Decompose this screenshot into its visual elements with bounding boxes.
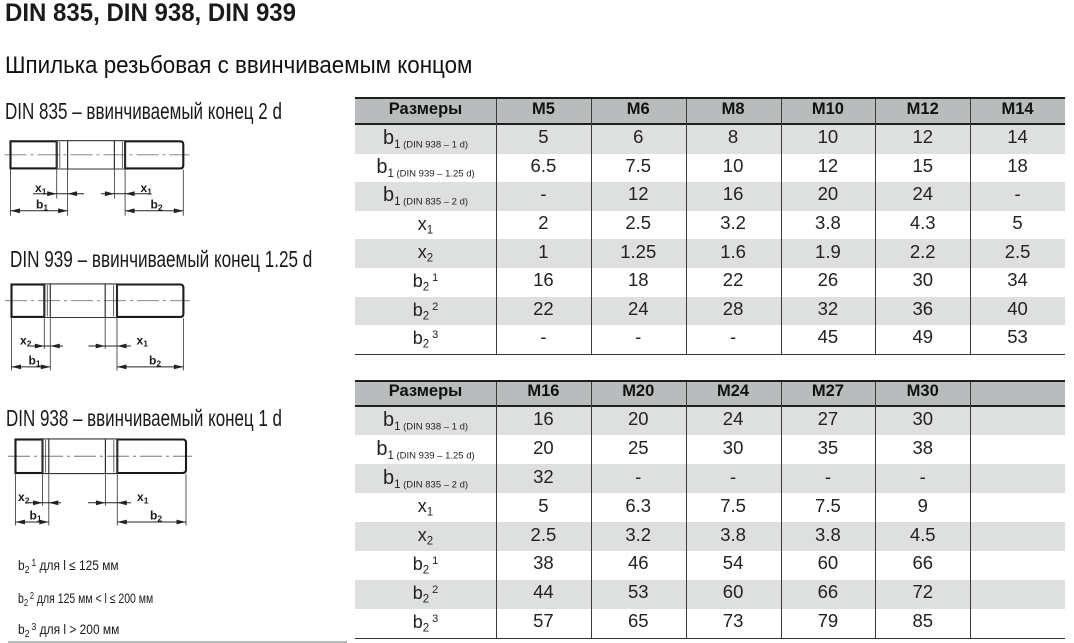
svg-text:b1: b1 <box>36 197 48 212</box>
svg-text:b2: b2 <box>151 197 163 212</box>
svg-text:b1: b1 <box>30 508 42 523</box>
svg-text:x1: x1 <box>137 490 149 505</box>
svg-text:x1: x1 <box>35 181 47 196</box>
svg-text:b1: b1 <box>29 353 41 368</box>
svg-text:b2: b2 <box>150 508 162 523</box>
svg-text:x2: x2 <box>20 333 32 348</box>
svg-text:x1: x1 <box>137 333 149 348</box>
svg-text:x2: x2 <box>18 490 30 505</box>
svg-text:x1: x1 <box>141 181 153 196</box>
svg-text:b2: b2 <box>149 353 161 368</box>
